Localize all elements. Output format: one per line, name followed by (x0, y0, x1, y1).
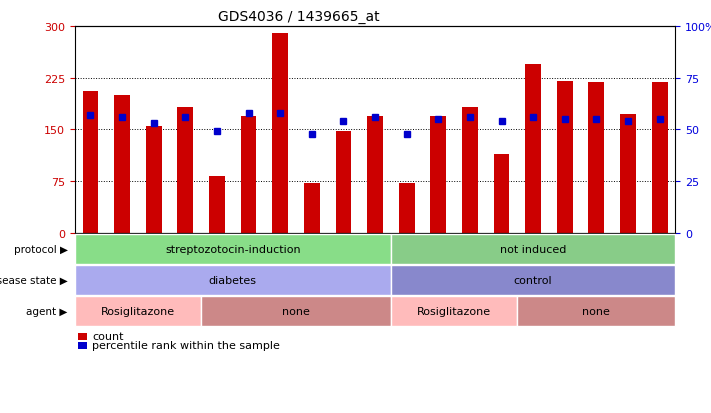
Bar (178, 107, 193, 233)
Bar (589, 83, 604, 233)
Text: streptozotocin-induction: streptozotocin-induction (165, 244, 301, 254)
Text: count: count (92, 332, 124, 342)
Bar (336, 131, 351, 233)
Bar (620, 115, 636, 233)
Text: Rosiglitazone: Rosiglitazone (417, 306, 491, 316)
Bar (240, 116, 257, 233)
Text: diabetes: diabetes (209, 275, 257, 285)
Bar (114, 96, 130, 233)
Bar (272, 34, 288, 233)
Bar (209, 176, 225, 233)
Bar (367, 116, 383, 233)
Bar (304, 184, 320, 233)
Text: control: control (514, 275, 552, 285)
Bar (146, 127, 161, 233)
Bar (430, 116, 447, 233)
Text: GDS4036 / 1439665_at: GDS4036 / 1439665_at (218, 10, 380, 24)
Text: agent ▶: agent ▶ (26, 306, 68, 316)
Text: Rosiglitazone: Rosiglitazone (101, 306, 175, 316)
Text: protocol ▶: protocol ▶ (14, 244, 68, 254)
Bar (652, 83, 668, 233)
Bar (525, 65, 541, 233)
Bar (462, 108, 478, 233)
Text: not induced: not induced (500, 244, 567, 254)
Text: percentile rank within the sample: percentile rank within the sample (92, 341, 280, 351)
Bar (493, 154, 510, 233)
Bar (557, 82, 572, 233)
Text: none: none (582, 306, 610, 316)
Bar (399, 184, 415, 233)
Text: none: none (282, 306, 310, 316)
Text: disease state ▶: disease state ▶ (0, 275, 68, 285)
Bar (82, 92, 98, 233)
